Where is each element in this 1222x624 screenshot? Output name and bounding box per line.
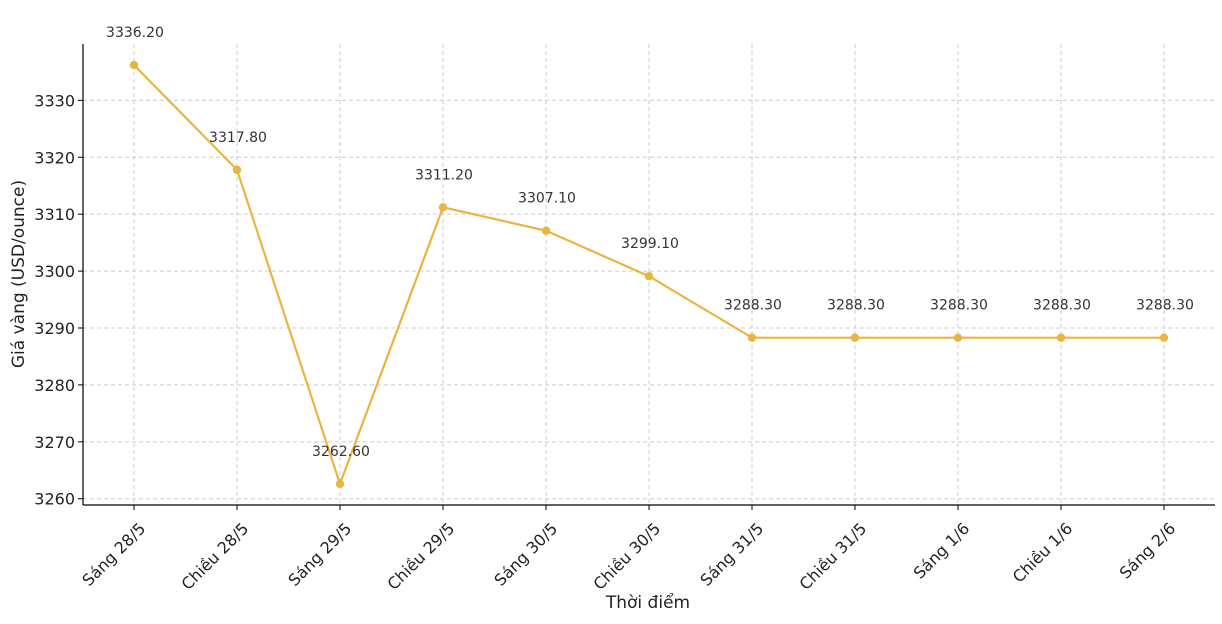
data-point: [644, 272, 654, 281]
data-point: [438, 203, 448, 212]
x-tick-label: Sáng 2/6: [1116, 519, 1180, 583]
x-tick-label: Sáng 31/5: [696, 519, 767, 590]
x-tick-label: Chiều 30/5: [590, 519, 665, 594]
x-tick-label: Chiều 31/5: [796, 519, 871, 594]
data-label: 3288.30: [827, 298, 885, 314]
y-tick-label: 3290: [34, 319, 75, 338]
data-point: [232, 165, 242, 174]
x-axis-title: Thời điểm: [605, 592, 690, 613]
data-label: 3288.30: [1136, 298, 1194, 314]
y-tick-label: 3280: [34, 376, 75, 395]
data-label: 3317.80: [209, 130, 267, 146]
data-point: [747, 333, 757, 342]
y-tick-label: 3330: [34, 91, 75, 110]
data-label: 3288.30: [724, 298, 782, 314]
series: [129, 60, 1169, 489]
x-tick-label: Sáng 29/5: [284, 519, 355, 590]
x-tick-label: Sáng 30/5: [490, 519, 561, 590]
x-tick-label: Sáng 28/5: [78, 519, 149, 590]
data-label: 3288.30: [1033, 298, 1091, 314]
data-label: 3336.20: [106, 25, 164, 41]
axes: 3260 3270 3280 3290 3300 3310 3320 3330 Sáng 28/…: [34, 44, 1215, 594]
data-label: 3262.60: [312, 444, 370, 460]
x-tick-label: Chiều 1/6: [1009, 519, 1077, 587]
data-point: [129, 60, 139, 70]
data-point: [850, 333, 860, 342]
data-point: [541, 226, 551, 235]
y-tick-label: 3320: [34, 148, 75, 167]
y-tick-label: 3260: [34, 490, 75, 509]
x-tick-label: Chiều 29/5: [384, 519, 459, 594]
y-tick-label: 3300: [34, 262, 75, 281]
data-point: [1056, 333, 1066, 342]
data-label: 3299.10: [621, 236, 679, 252]
data-label: 3288.30: [930, 298, 988, 314]
data-point: [335, 479, 345, 489]
data-point: [953, 333, 963, 342]
y-axis-title: Giá vàng (USD/ounce): [9, 180, 29, 368]
data-label: 3311.20: [415, 167, 473, 183]
data-point: [1159, 333, 1169, 342]
y-tick-label: 3310: [34, 205, 75, 224]
x-tick-label: Sáng 1/6: [910, 519, 974, 583]
x-tick-label: Chiều 28/5: [178, 519, 253, 594]
y-tick-label: 3270: [34, 433, 75, 452]
data-label: 3307.10: [518, 191, 576, 207]
data-labels: 3336.20 3317.80 3262.60 3311.20 3307.10 3299.…: [106, 25, 1194, 460]
